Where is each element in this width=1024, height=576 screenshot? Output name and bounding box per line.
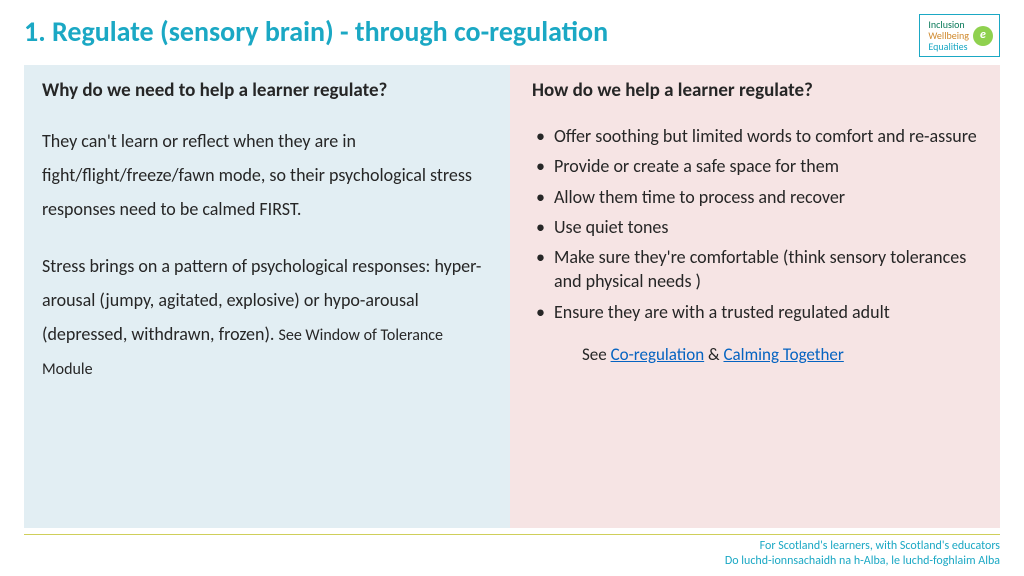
footer-line-1: For Scotland's learners, with Scotland's… (24, 539, 1000, 555)
left-heading: Why do we need to help a learner regulat… (42, 79, 492, 102)
right-bullet-list: Offer soothing but limited words to comf… (532, 124, 982, 324)
list-item: Offer soothing but limited words to comf… (532, 124, 982, 148)
logo-badge: Inclusion Wellbeing Equalities e (919, 14, 1000, 57)
list-item: Make sure they're comfortable (think sen… (532, 245, 982, 294)
see-prefix: See (582, 344, 611, 365)
link-co-regulation[interactable]: Co-regulation (611, 344, 705, 365)
see-links: See Co-regulation & Calming Together (532, 344, 982, 365)
left-paragraph-1: They can't learn or reflect when they ar… (42, 124, 492, 227)
slide-title: 1. Regulate (sensory brain) - through co… (24, 14, 608, 49)
right-column: How do we help a learner regulate? Offer… (510, 65, 1000, 528)
right-heading: How do we help a learner regulate? (532, 79, 982, 102)
two-column-body: Why do we need to help a learner regulat… (24, 65, 1000, 528)
left-column: Why do we need to help a learner regulat… (24, 65, 510, 528)
amp-separator: & (704, 344, 723, 365)
list-item: Allow them time to process and recover (532, 185, 982, 209)
list-item: Ensure they are with a trusted regulated… (532, 300, 982, 324)
list-item: Provide or create a safe space for them (532, 154, 982, 178)
logo-text: Inclusion Wellbeing Equalities (928, 19, 969, 52)
list-item: Use quiet tones (532, 215, 982, 239)
left-paragraph-2: Stress brings on a pattern of psychologi… (42, 249, 492, 386)
link-calming-together[interactable]: Calming Together (723, 344, 843, 365)
logo-mark-icon: e (973, 26, 993, 46)
footer: For Scotland's learners, with Scotland's… (24, 534, 1000, 576)
header-row: 1. Regulate (sensory brain) - through co… (24, 14, 1000, 57)
slide: 1. Regulate (sensory brain) - through co… (0, 0, 1024, 576)
logo-line-equalities: Equalities (928, 41, 969, 52)
footer-line-2: Do luchd-ionnsachaidh na h-Alba, le luch… (24, 554, 1000, 570)
